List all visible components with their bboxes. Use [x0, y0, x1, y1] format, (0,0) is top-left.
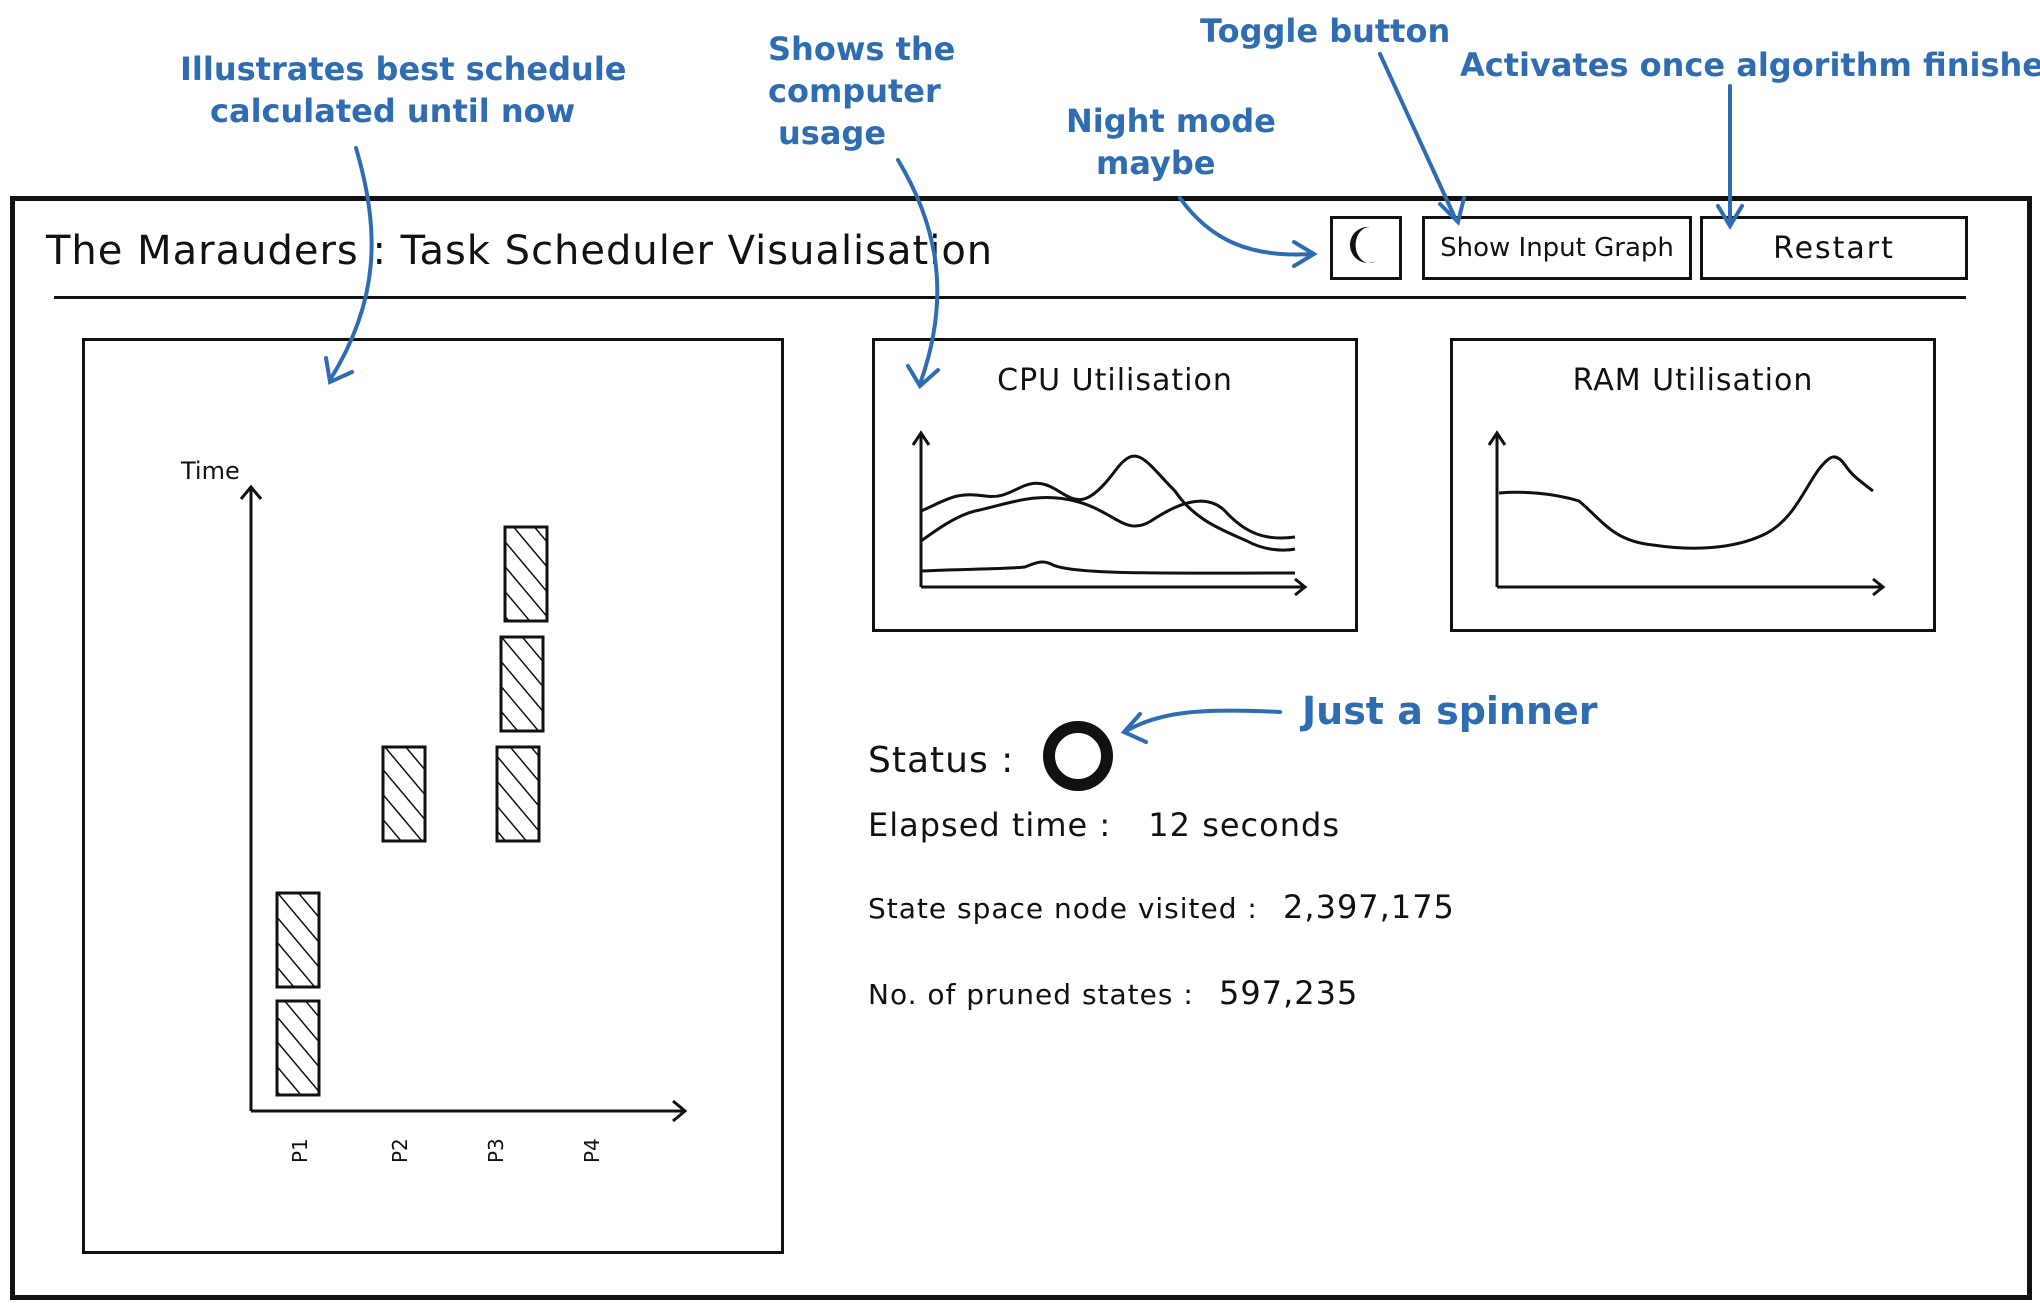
pruned-states-value: 597,235 — [1218, 974, 1359, 1012]
task-block — [499, 635, 545, 733]
ram-utilisation-panel: RAM Utilisation — [1450, 338, 1936, 632]
elapsed-time-label: Elapsed time : — [868, 806, 1112, 844]
schedule-chart: Time P1 P2 P3 P4 — [180, 457, 688, 1163]
annotation-line: calculated until now — [210, 92, 576, 130]
title-divider — [54, 296, 1966, 299]
annotation-toggle: Toggle button — [1200, 12, 1451, 50]
visited-nodes-value: 2,397,175 — [1283, 888, 1455, 926]
page-title: The Marauders : Task Scheduler Visualisa… — [46, 228, 994, 274]
annotation-line: Night mode — [1066, 102, 1276, 140]
y-axis-arrow — [239, 484, 263, 500]
cpu-series-line — [920, 560, 1296, 575]
elapsed-time-value: 12 seconds — [1148, 806, 1340, 844]
ram-series-line — [1498, 455, 1874, 550]
elapsed-time-row: Elapsed time : 12 seconds — [868, 806, 1340, 844]
task-block — [275, 999, 321, 1097]
processor-label-p3: P3 — [484, 1138, 508, 1163]
cpu-utilisation-panel: CPU Utilisation — [872, 338, 1358, 632]
restart-button[interactable]: Restart — [1700, 216, 1968, 280]
task-block — [275, 891, 321, 989]
processor-label-p2: P2 — [388, 1138, 412, 1163]
annotation-line: usage — [778, 114, 887, 152]
annotation-best-schedule: Illustrates best schedule calculated unt… — [180, 48, 626, 132]
processor-label-p1: P1 — [288, 1138, 312, 1163]
ram-panel-title: RAM Utilisation — [1572, 363, 1814, 398]
annotation-line: Illustrates best schedule — [180, 50, 627, 88]
schedule-panel: Time P1 P2 P3 P4 — [82, 338, 784, 1254]
ram-chart — [1487, 430, 1886, 597]
visited-nodes-row: State space node visited : 2,397,175 — [868, 888, 1455, 926]
show-input-graph-button[interactable]: Show Input Graph — [1422, 216, 1692, 280]
cpu-panel-title: CPU Utilisation — [997, 363, 1233, 398]
annotation-computer-usage: Shows the computer usage — [768, 28, 955, 154]
status-row: Status : — [868, 718, 1116, 802]
annotation-spinner: Just a spinner — [1302, 689, 1598, 733]
task-block — [503, 525, 549, 623]
spinner-icon — [1040, 718, 1116, 802]
moon-icon — [1346, 223, 1386, 274]
visited-nodes-label: State space node visited : — [868, 892, 1258, 925]
annotation-line: computer — [768, 72, 941, 110]
annotation-activates: Activates once algorithm finishes — [1460, 46, 2040, 84]
pruned-states-label: No. of pruned states : — [868, 978, 1194, 1011]
app-window — [10, 196, 2032, 1300]
status-label: Status : — [868, 739, 1015, 781]
task-block — [495, 745, 541, 843]
cpu-series-line — [920, 496, 1296, 543]
pruned-states-row: No. of pruned states : 597,235 — [868, 974, 1358, 1012]
processor-label-p4: P4 — [580, 1138, 604, 1163]
annotation-line: Shows the — [768, 30, 956, 68]
x-axis-arrow — [672, 1099, 688, 1123]
annotation-line: maybe — [1096, 144, 1216, 182]
task-block — [381, 745, 427, 843]
cpu-chart — [911, 430, 1308, 597]
annotation-night-mode: Night mode maybe — [1066, 100, 1276, 184]
night-mode-toggle-button[interactable] — [1330, 216, 1402, 280]
y-axis-label: Time — [180, 457, 240, 485]
cpu-series-line — [920, 454, 1296, 552]
